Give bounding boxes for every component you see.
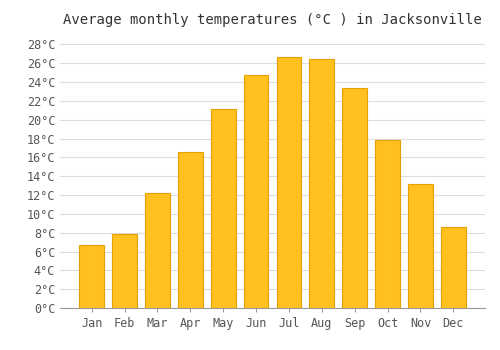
Bar	[310, 60, 334, 308]
Bar	[244, 75, 268, 308]
Bar	[408, 184, 433, 308]
Bar	[376, 140, 400, 308]
Bar	[342, 88, 367, 308]
Bar	[211, 109, 236, 308]
Title: Average monthly temperatures (°C ) in Jacksonville: Average monthly temperatures (°C ) in Ja…	[63, 13, 482, 27]
Bar	[112, 234, 137, 308]
Bar	[441, 227, 466, 308]
Bar	[145, 193, 170, 308]
Bar	[276, 57, 301, 308]
Bar	[80, 245, 104, 308]
Bar	[178, 152, 203, 308]
